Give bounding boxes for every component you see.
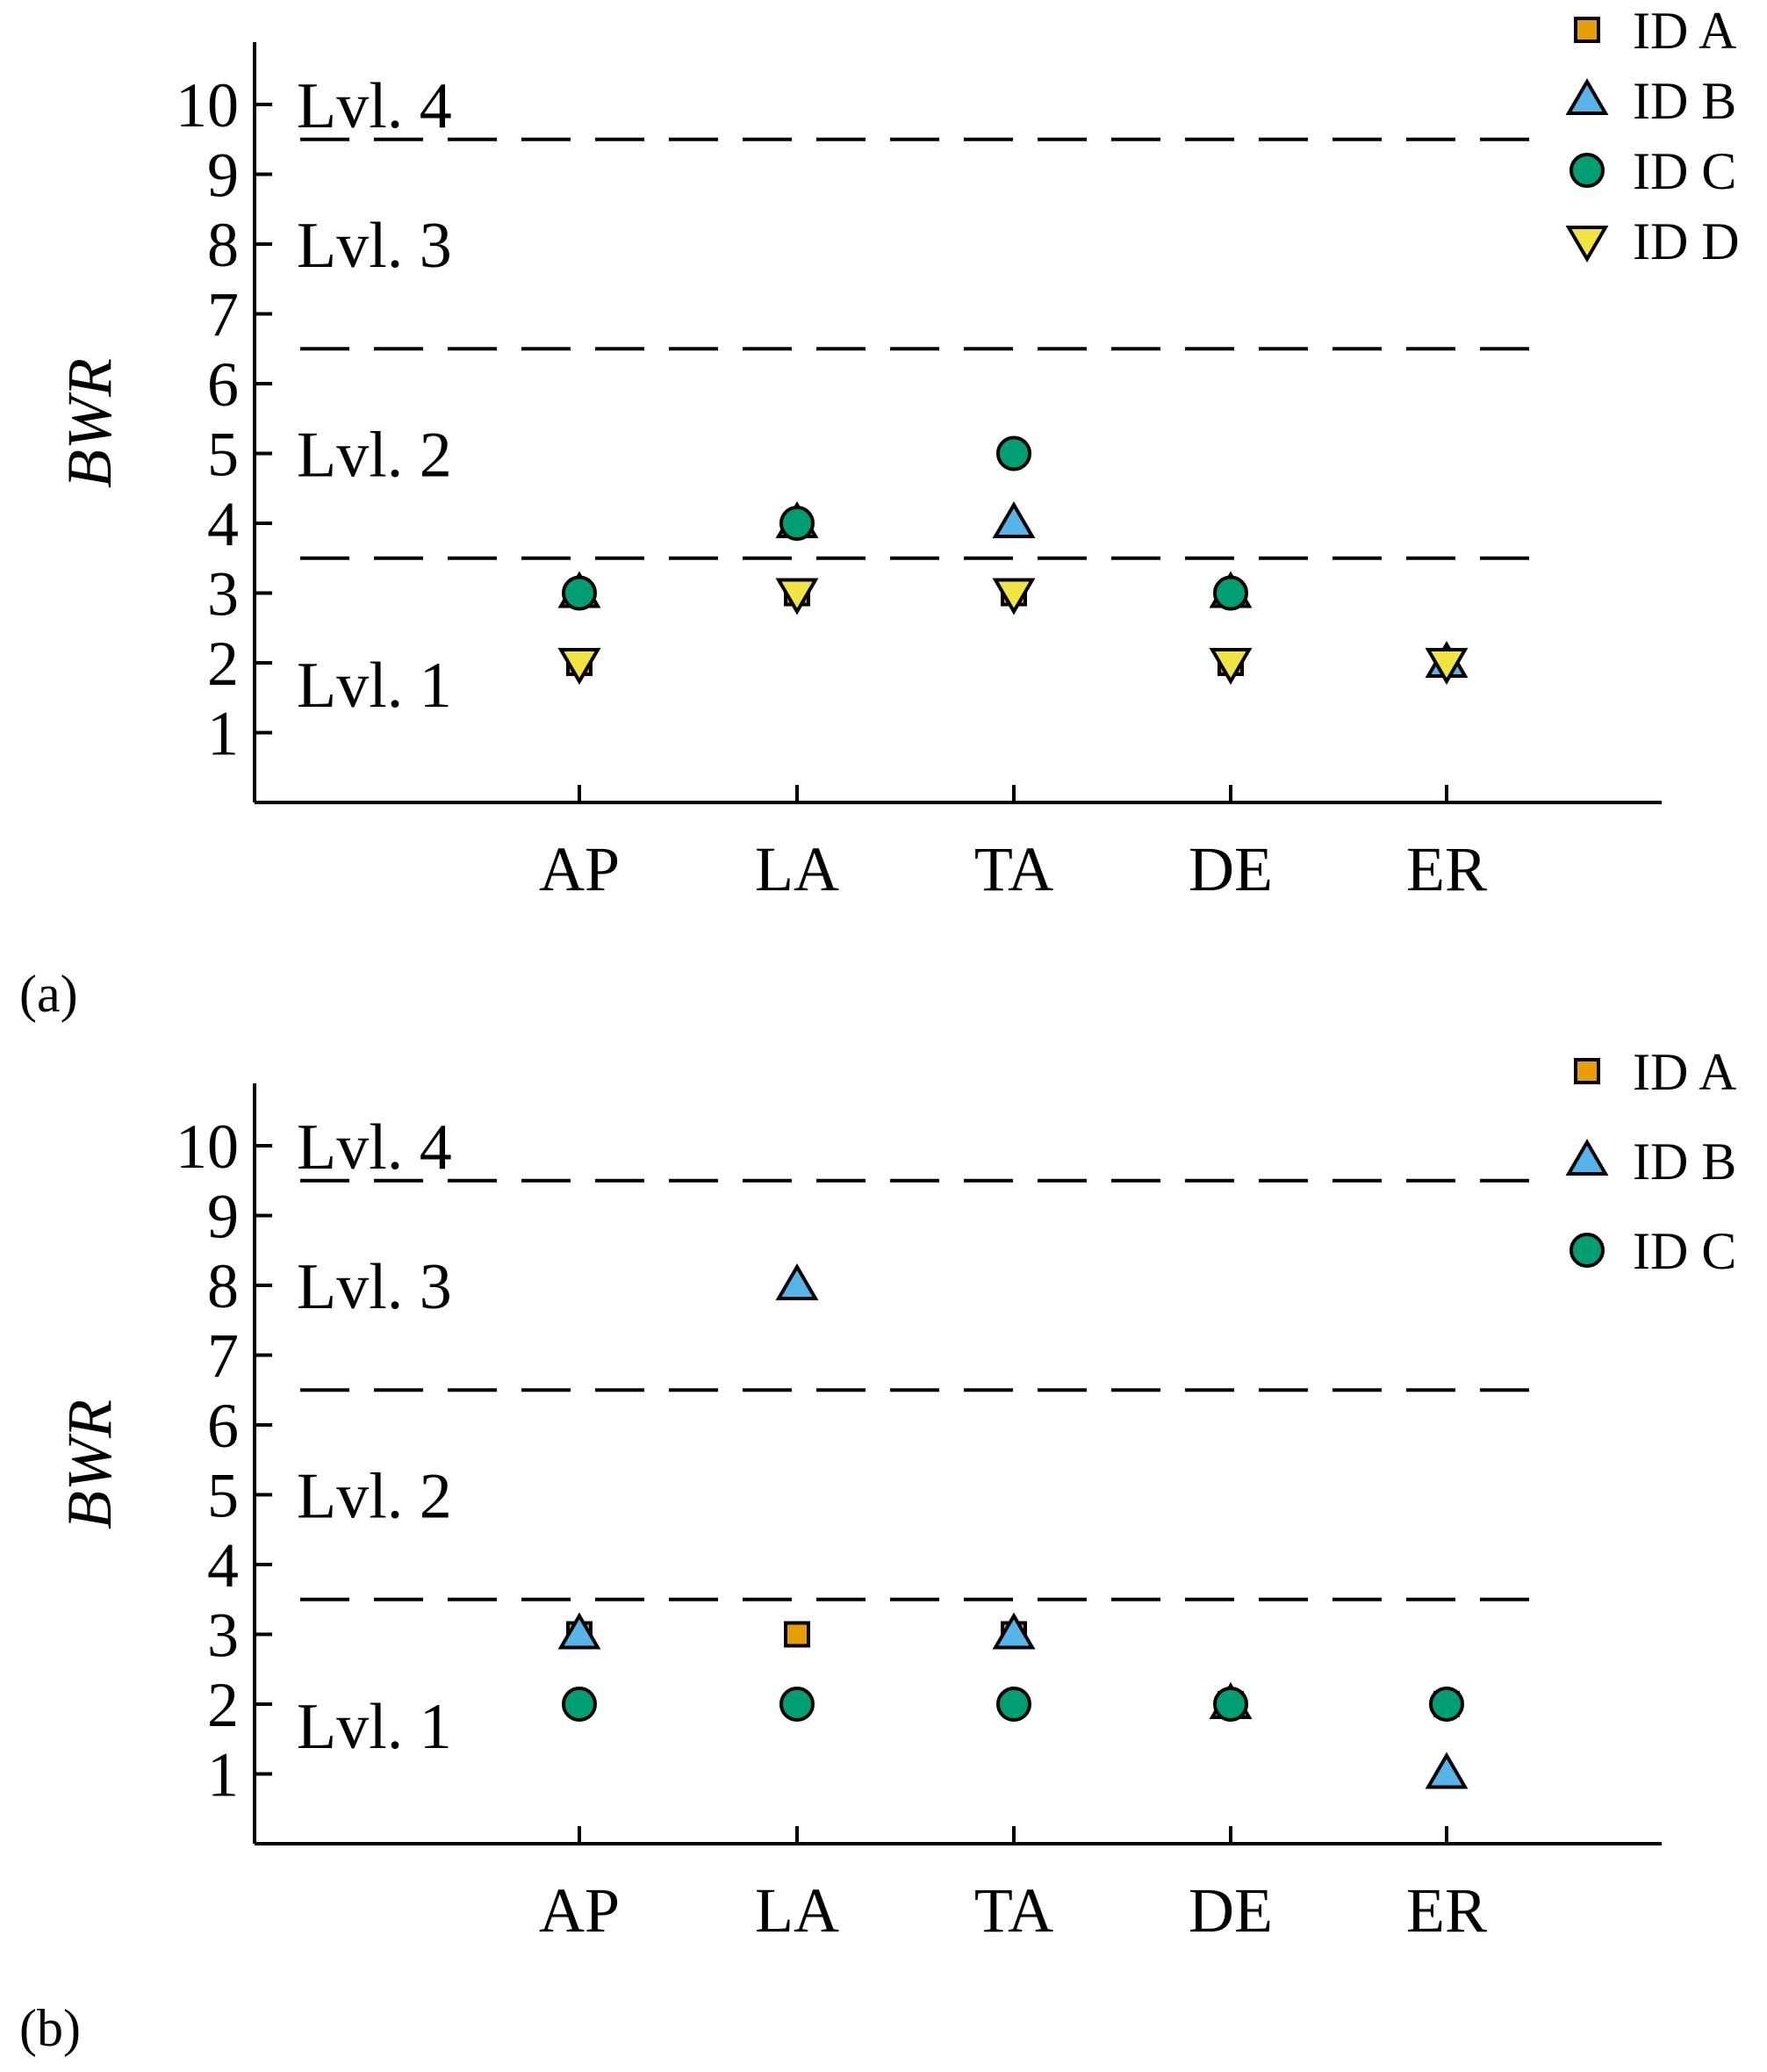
panel-b-point-id-b-ap (557, 1612, 601, 1650)
panel-b-legend-label-id-b: ID B (1633, 1133, 1736, 1191)
panel-a-legend-label-id-a: ID A (1633, 2, 1736, 60)
panel-a-y-tick-label-9: 9 (207, 140, 239, 211)
panel-a-y-axis-label: BWR (54, 358, 125, 488)
panel-b-level-label-3: Lvl. 3 (297, 1251, 452, 1323)
panel-b-y-tick-label-3: 3 (207, 1601, 239, 1671)
panel-b-legend-marker-id-c (1569, 1233, 1605, 1268)
panel-a-legend-label-id-c: ID C (1633, 142, 1736, 200)
panel-b-y-tick-label-7: 7 (207, 1321, 239, 1392)
panel-b-point-id-c-de (1213, 1687, 1248, 1722)
panel-a-x-tick-label-la: LA (755, 834, 839, 904)
panel-a-level-label-1: Lvl. 1 (297, 650, 452, 722)
panel-b-level-label-2: Lvl. 2 (297, 1461, 452, 1533)
panel-b-point-id-c-ap (562, 1687, 597, 1722)
panel-a-y-tick-label-8: 8 (207, 210, 239, 280)
panel-b-point-id-c-la (779, 1687, 815, 1722)
panel-a-legend-marker-id-b (1565, 78, 1609, 115)
panel-b-level-label-4: Lvl. 4 (297, 1112, 452, 1183)
panel-a-x-tick-label-er: ER (1406, 834, 1487, 904)
panel-b-label: (b) (19, 1999, 81, 2057)
panel-b-x-tick-label-er: ER (1406, 1875, 1487, 1946)
panel-a-point-id-c-la (779, 506, 815, 541)
panel-a-point-id-d-er (1425, 648, 1469, 685)
panel-a-y-tick-label-4: 4 (207, 489, 239, 559)
panel-a-legend-label-id-d: ID D (1633, 212, 1740, 270)
panel-b-y-tick-label-6: 6 (207, 1391, 239, 1461)
panel-a-point-id-d-ap (557, 648, 601, 685)
panel-a-point-id-d-de (1209, 648, 1253, 685)
panel-b-y-tick-label-5: 5 (207, 1461, 239, 1531)
panel-a-point-id-d-ta (992, 578, 1036, 615)
panel-b-x-tick-label-ap: AP (539, 1875, 620, 1946)
panel-a-legend-marker-id-c (1569, 153, 1605, 188)
panel-b-point-id-a-la (784, 1621, 810, 1648)
panel-b-x-tick-label-ta: TA (974, 1875, 1053, 1946)
panel-a-level-label-2: Lvl. 2 (297, 420, 452, 492)
panel-b-y-tick-label-9: 9 (207, 1182, 239, 1252)
panel-b-point-id-b-er (1425, 1752, 1469, 1789)
panel-a-point-id-c-ta (996, 435, 1031, 471)
panel-b-point-id-b-la (775, 1263, 819, 1300)
panel-b-x-tick-label-la: LA (755, 1875, 839, 1946)
panel-a-point-id-c-de (1213, 575, 1248, 611)
panel-b-legend-marker-id-a (1574, 1058, 1600, 1084)
panel-a-y-tick-label-5: 5 (207, 420, 239, 490)
panel-a-y-tick-label-1: 1 (207, 699, 239, 769)
panel-a-level-label-3: Lvl. 3 (297, 210, 452, 282)
panel-b-y-tick-label-10: 10 (176, 1112, 239, 1182)
panel-a-level-label-4: Lvl. 4 (297, 70, 452, 142)
panel-b-point-id-b-ta (992, 1612, 1036, 1650)
panel-a-legend-marker-id-a (1574, 17, 1600, 43)
panel-b-y-tick-label-1: 1 (207, 1740, 239, 1810)
panel-a-y-tick-label-2: 2 (207, 629, 239, 699)
panel-b-legend-marker-id-b (1565, 1139, 1609, 1176)
panel-a-label: (a) (19, 965, 78, 1023)
panel-a-legend-marker-id-d (1565, 226, 1609, 263)
panel-b-level-label-1: Lvl. 1 (297, 1691, 452, 1763)
panel-b-point-id-c-ta (996, 1687, 1031, 1722)
panel-b-y-tick-label-8: 8 (207, 1251, 239, 1321)
panel-a-y-tick-label-10: 10 (176, 70, 239, 140)
panel-a-x-tick-label-ap: AP (539, 834, 620, 904)
panel-a-point-id-b-ta (992, 501, 1036, 538)
panel-a-point-id-d-la (775, 578, 819, 615)
panel-b-y-axis-label: BWR (54, 1399, 125, 1529)
panel-b-point-id-c-er (1429, 1687, 1464, 1722)
panel-b-y-tick-label-2: 2 (207, 1670, 239, 1740)
panel-a-y-tick-label-7: 7 (207, 280, 239, 350)
panel-b-legend-label-id-c: ID C (1633, 1222, 1736, 1280)
panel-b-x-tick-label-de: DE (1189, 1875, 1273, 1946)
panel-a-y-tick-label-3: 3 (207, 559, 239, 630)
panel-b-legend-label-id-a: ID A (1633, 1043, 1736, 1101)
panel-a-y-tick-label-6: 6 (207, 349, 239, 420)
panel-a-x-tick-label-ta: TA (974, 834, 1053, 904)
panel-a-legend-label-id-b: ID B (1633, 72, 1736, 130)
panel-b-y-tick-label-4: 4 (207, 1530, 239, 1601)
panel-a-x-tick-label-de: DE (1189, 834, 1273, 904)
panel-a-point-id-c-ap (562, 575, 597, 611)
